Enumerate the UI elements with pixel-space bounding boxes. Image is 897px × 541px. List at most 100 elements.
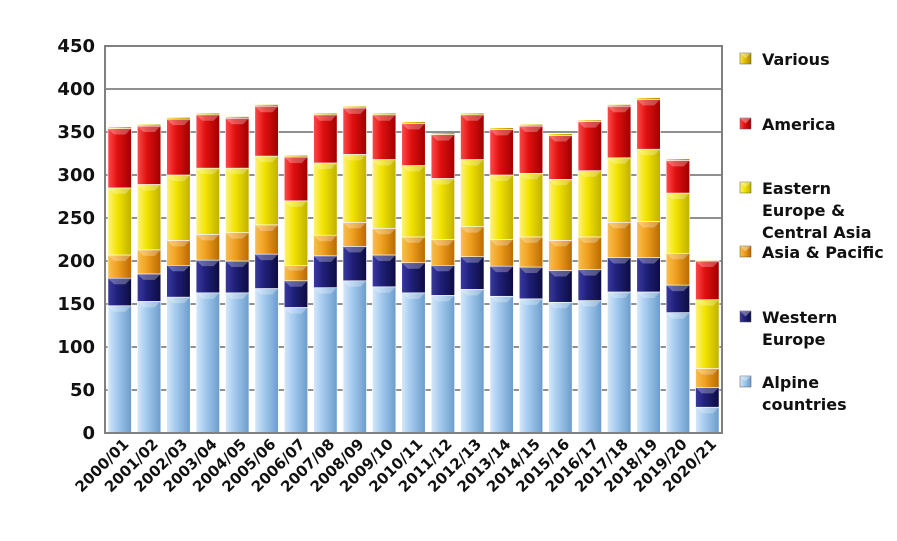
bar-bevel [519, 125, 543, 132]
bar-segment [607, 291, 632, 434]
bar-bevel [431, 239, 455, 246]
bar-stack [665, 158, 690, 434]
legend-swatch-bevel [740, 311, 751, 317]
bar-bevel [284, 280, 308, 287]
legend-swatch [739, 117, 752, 130]
bar-bevel [372, 159, 396, 166]
bar-bevel [489, 175, 514, 181]
bar-stack [313, 112, 338, 434]
bar-bevel [489, 239, 514, 246]
bar-bevel [401, 236, 426, 243]
bar-bevel [666, 193, 690, 200]
bar-bevel [548, 302, 573, 309]
bar-segment [401, 121, 426, 124]
bar-stack [607, 104, 632, 434]
legend-label: Europe & [762, 201, 845, 220]
bar-bevel [607, 106, 631, 113]
bar-segment [577, 300, 602, 434]
bar-bevel [460, 289, 485, 296]
bar-stack [195, 112, 220, 434]
bar-segment [166, 118, 191, 176]
bar-bevel [372, 254, 396, 261]
bar-segment [254, 288, 279, 434]
bar-bevel [548, 240, 573, 247]
bar-bevel [578, 269, 602, 276]
bar-segment [283, 154, 309, 158]
bar-segment [254, 105, 279, 157]
legend-item: Various [739, 50, 830, 69]
bar-segment [460, 112, 485, 116]
bar-bevel [137, 249, 161, 256]
bar-bevel [431, 295, 455, 302]
bar-segment [107, 128, 132, 189]
y-tick-label: 200 [57, 251, 95, 272]
bar-stack [283, 154, 309, 434]
legend-label: Central Asia [762, 223, 872, 242]
bar-bevel [489, 129, 514, 136]
y-tick-label: 50 [70, 380, 95, 401]
bar-segment [137, 123, 162, 127]
bar-bevel [196, 292, 220, 299]
bar-bevel [342, 107, 367, 114]
legend-label: America [762, 115, 836, 134]
bar-bevel [254, 224, 279, 231]
bar-segment [372, 112, 397, 116]
bar-bevel [695, 299, 720, 306]
bar-segment [313, 287, 338, 434]
bar-segment [460, 159, 485, 227]
bar-bevel [196, 168, 220, 175]
bar-bevel [313, 287, 338, 294]
bar-segment [225, 117, 250, 169]
plot-frame [104, 45, 723, 434]
bar-stack [577, 119, 602, 434]
bar-bevel [107, 254, 132, 261]
bar-bevel [636, 99, 661, 106]
bar-segment [401, 292, 426, 434]
bar-bevel [196, 260, 220, 267]
y-tick-label: 150 [57, 294, 95, 315]
legend-swatch [739, 375, 752, 388]
bar-segment [548, 133, 573, 136]
bar-segment [195, 114, 220, 169]
bar-segment [430, 132, 455, 135]
bar-segment [695, 299, 720, 369]
y-tick-label: 450 [57, 36, 95, 57]
bar-stack [254, 104, 279, 434]
bar-bevel [284, 307, 308, 314]
bar-bevel [313, 235, 338, 242]
bar-segment [401, 123, 426, 166]
bar-segment [372, 286, 397, 434]
bar-segment [225, 292, 250, 434]
bar-segment [166, 296, 191, 434]
bar-stack [372, 112, 397, 434]
bar-stack [225, 116, 250, 434]
bar-bevel [607, 157, 631, 164]
bar-bevel [460, 256, 485, 263]
bar-segment [636, 99, 661, 150]
bar-segment [518, 123, 544, 127]
bar-segment [137, 184, 162, 251]
bar-bevel [431, 178, 455, 185]
bar-segment [430, 295, 455, 434]
bar-stack [166, 117, 191, 434]
bar-segment [283, 200, 309, 266]
legend-swatch-bevel [740, 246, 751, 252]
bar-stack [430, 132, 455, 434]
y-tick-label: 400 [57, 79, 95, 100]
bar-segment [518, 298, 544, 434]
bar-bevel [607, 291, 631, 298]
bar-segment [665, 312, 690, 434]
bar-bevel [431, 134, 455, 141]
bar-segment [430, 178, 455, 240]
bar-bevel [636, 221, 661, 228]
bar-stack [636, 97, 661, 434]
bar-segment [607, 157, 632, 223]
bar-segment [636, 291, 661, 434]
bar-segment [430, 134, 455, 179]
legend-item: Western Europe [739, 308, 837, 349]
bar-bevel [460, 159, 485, 166]
y-tick-label: 250 [57, 208, 95, 229]
legend-swatch [739, 52, 752, 65]
legend: Various America Eastern Europe & Central Asi… [739, 50, 884, 414]
legend-label: countries [762, 395, 847, 414]
